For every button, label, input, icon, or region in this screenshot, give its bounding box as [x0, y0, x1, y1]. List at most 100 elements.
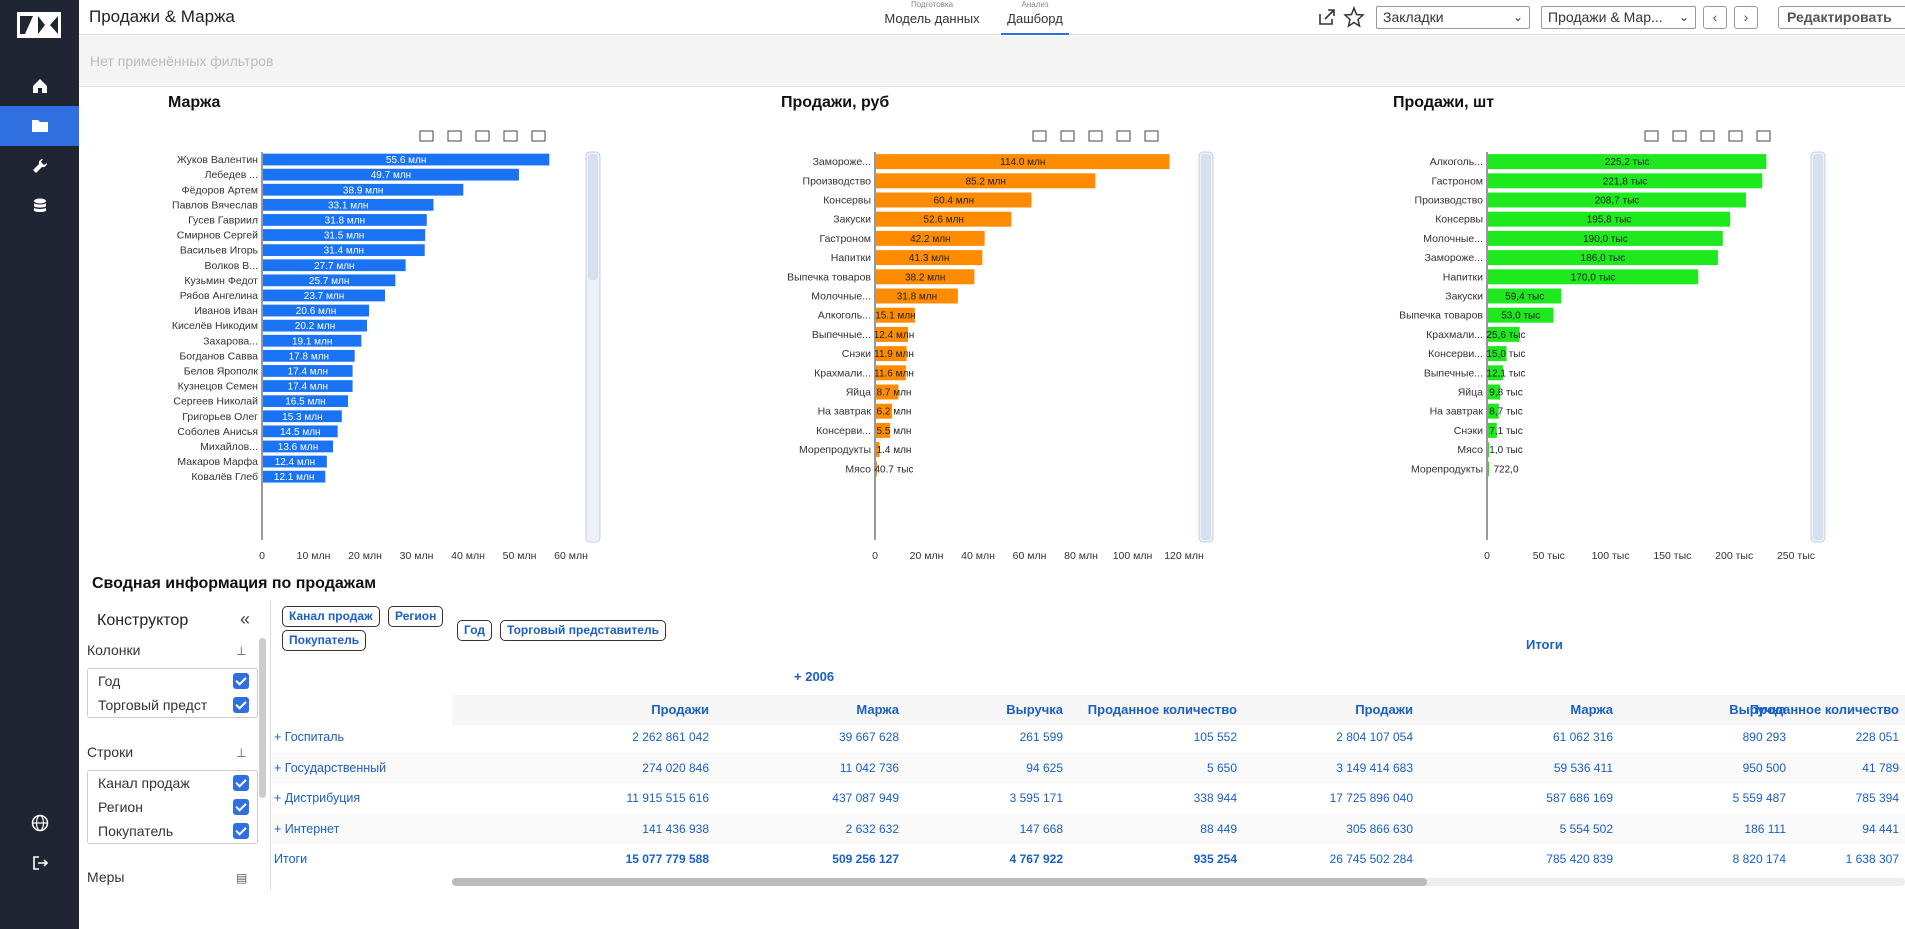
- lasso-icon[interactable]: [1672, 130, 1687, 142]
- column-field-year[interactable]: Год: [88, 669, 257, 693]
- bar[interactable]: [1488, 250, 1718, 266]
- row-header[interactable]: + Дистрибуция: [274, 791, 361, 805]
- bar[interactable]: [876, 154, 1170, 170]
- bar[interactable]: [263, 198, 434, 211]
- bar[interactable]: [1488, 403, 1499, 419]
- bar[interactable]: [263, 259, 406, 272]
- bar[interactable]: [263, 470, 326, 483]
- row-pill-channel[interactable]: Канал продаж: [282, 606, 380, 627]
- bar[interactable]: [876, 461, 877, 477]
- sidebar-settings-button[interactable]: [0, 146, 79, 186]
- tab-data-model[interactable]: Подготовка Модель данных: [884, 0, 980, 35]
- checkbox[interactable]: [233, 799, 249, 815]
- bar[interactable]: [1488, 154, 1767, 170]
- bar[interactable]: [263, 153, 550, 166]
- bar[interactable]: [263, 304, 370, 317]
- lasso-icon[interactable]: [1060, 130, 1075, 142]
- reset-icon[interactable]: [1728, 130, 1743, 142]
- constructor-scrollbar[interactable]: [259, 638, 266, 798]
- tab-dashboard[interactable]: Анализ Дашборд: [1001, 0, 1069, 35]
- bar[interactable]: [263, 274, 396, 287]
- bar[interactable]: [263, 183, 464, 196]
- bar[interactable]: [263, 425, 338, 438]
- checkbox[interactable]: [233, 697, 249, 713]
- bar[interactable]: [1488, 269, 1699, 285]
- bar[interactable]: [1488, 288, 1562, 304]
- col-pill-rep[interactable]: Торговый представитель: [500, 620, 666, 641]
- bar[interactable]: [263, 455, 327, 468]
- axis-icon[interactable]: ⊥: [236, 746, 247, 760]
- bar[interactable]: [263, 334, 362, 347]
- bar[interactable]: [876, 250, 983, 266]
- bar[interactable]: [876, 442, 880, 458]
- row-field-region[interactable]: Регион: [88, 795, 257, 819]
- sidebar-folder-button[interactable]: [0, 106, 79, 146]
- range-slider[interactable]: [1810, 151, 1826, 543]
- filter-bar[interactable]: Нет применённых фильтров: [79, 36, 1905, 87]
- pan-icon[interactable]: [475, 130, 490, 142]
- measure-header[interactable]: Продажи: [1355, 702, 1413, 717]
- bar[interactable]: [263, 440, 334, 453]
- bar[interactable]: [263, 395, 348, 408]
- bar[interactable]: [876, 288, 958, 304]
- edit-button[interactable]: Редактировать: [1778, 6, 1905, 29]
- row-field-channel[interactable]: Канал продаж: [88, 771, 257, 795]
- row-header[interactable]: + Интернет: [274, 821, 340, 836]
- bar[interactable]: [1488, 422, 1497, 438]
- bar[interactable]: [876, 230, 985, 246]
- bar[interactable]: [1488, 307, 1554, 323]
- prev-button[interactable]: ‹: [1703, 6, 1727, 29]
- scrollbar-thumb[interactable]: [452, 878, 1427, 886]
- measure-header[interactable]: Выручка: [1729, 702, 1786, 717]
- checkbox[interactable]: [233, 775, 249, 791]
- bar[interactable]: [1488, 192, 1746, 208]
- bar[interactable]: [1488, 173, 1763, 189]
- year-header[interactable]: + 2006: [794, 669, 834, 684]
- bar[interactable]: [1488, 326, 1520, 342]
- measure-header[interactable]: Продажи: [651, 702, 709, 717]
- zoom-icon[interactable]: [1644, 130, 1659, 142]
- zoom-icon[interactable]: [1032, 130, 1047, 142]
- sidebar-logout-button[interactable]: [0, 843, 79, 883]
- row-header[interactable]: + Госпиталь: [274, 730, 345, 744]
- bar[interactable]: [876, 365, 906, 381]
- bar[interactable]: [263, 349, 355, 362]
- bar[interactable]: [876, 422, 891, 438]
- range-slider[interactable]: [585, 151, 601, 543]
- row-pill-customer[interactable]: Покупатель: [282, 630, 367, 651]
- bar[interactable]: [1488, 365, 1503, 381]
- checkbox[interactable]: [233, 673, 249, 689]
- col-pill-year[interactable]: Год: [457, 620, 492, 641]
- row-header[interactable]: + Государственный: [274, 760, 387, 775]
- bar[interactable]: [1488, 384, 1501, 400]
- measure-header[interactable]: Проданное количество: [1087, 702, 1237, 717]
- range-slider[interactable]: [1198, 151, 1214, 543]
- row-pill-region[interactable]: Регион: [388, 606, 444, 627]
- bar[interactable]: [263, 214, 427, 226]
- pan-icon[interactable]: [1700, 130, 1715, 142]
- reset-icon[interactable]: [1116, 130, 1131, 142]
- bar[interactable]: [876, 173, 1096, 189]
- sidebar-language-button[interactable]: [0, 803, 79, 843]
- axis-icon[interactable]: ⊥: [236, 644, 247, 658]
- bar[interactable]: [1488, 211, 1731, 227]
- bookmarks-select[interactable]: Закладки ⌄: [1376, 6, 1530, 29]
- share-icon[interactable]: [1316, 6, 1338, 28]
- pivot-horizontal-scrollbar[interactable]: [452, 878, 1905, 886]
- bar[interactable]: [263, 289, 386, 302]
- collapse-icon[interactable]: «: [240, 609, 251, 629]
- plus-icon[interactable]: +: [794, 669, 806, 684]
- measure-header[interactable]: Выручка: [1006, 702, 1063, 717]
- zoom-icon[interactable]: [419, 130, 434, 142]
- bar[interactable]: [876, 346, 907, 362]
- bar[interactable]: [1488, 230, 1723, 246]
- measure-header[interactable]: Маржа: [1570, 702, 1613, 717]
- bar[interactable]: [876, 326, 908, 342]
- bar[interactable]: [876, 192, 1032, 208]
- bar[interactable]: [1488, 461, 1489, 477]
- measure-header[interactable]: Проданное количество: [1749, 702, 1899, 717]
- checkbox[interactable]: [233, 823, 249, 839]
- column-field-rep[interactable]: Торговый предст: [88, 693, 257, 717]
- bar[interactable]: [263, 168, 519, 181]
- lasso-icon[interactable]: [447, 130, 462, 142]
